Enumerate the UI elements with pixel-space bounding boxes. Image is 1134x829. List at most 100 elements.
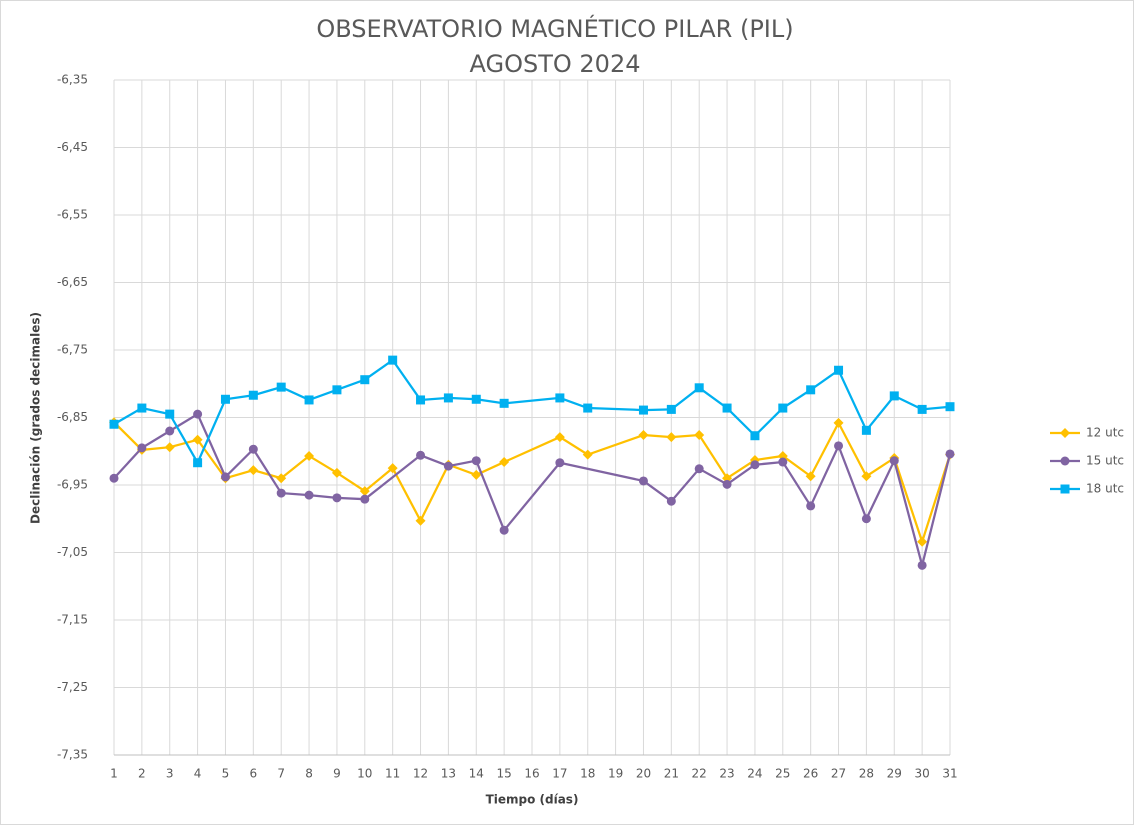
point xyxy=(304,395,314,405)
x-tick-label: 25 xyxy=(775,767,790,781)
point xyxy=(165,426,175,436)
point xyxy=(834,441,844,451)
y-tick-label: -7,15 xyxy=(57,613,88,627)
point xyxy=(360,494,370,504)
point xyxy=(834,365,844,375)
point xyxy=(555,393,565,403)
point xyxy=(694,464,704,474)
point xyxy=(387,463,398,474)
point xyxy=(360,375,370,385)
point xyxy=(193,458,203,468)
point xyxy=(499,398,509,408)
y-tick-label: -6,45 xyxy=(57,140,88,154)
point xyxy=(638,405,648,415)
x-tick-label: 12 xyxy=(413,767,428,781)
legend-label: 12 utc xyxy=(1086,426,1124,440)
point xyxy=(248,390,258,400)
point xyxy=(331,467,342,478)
legend-marker xyxy=(1060,428,1070,438)
point xyxy=(416,395,426,405)
point xyxy=(554,432,565,443)
point xyxy=(332,493,342,503)
point xyxy=(722,479,732,489)
point xyxy=(861,471,872,482)
legend-label: 15 utc xyxy=(1086,454,1124,468)
y-tick-label: -7,35 xyxy=(57,748,88,762)
point xyxy=(778,457,788,467)
point xyxy=(332,385,342,395)
point xyxy=(694,383,704,393)
x-tick-label: 11 xyxy=(385,767,400,781)
point xyxy=(276,488,286,498)
chart-title: OBSERVATORIO MAGNÉTICO PILAR (PIL) xyxy=(316,14,793,43)
point xyxy=(666,432,677,443)
point xyxy=(388,355,398,365)
point xyxy=(415,515,426,526)
x-tick-label: 22 xyxy=(692,767,707,781)
point xyxy=(833,417,844,428)
point xyxy=(359,486,370,497)
x-tick-label: 27 xyxy=(831,767,846,781)
point xyxy=(471,456,481,466)
point xyxy=(917,404,927,414)
point xyxy=(917,560,927,570)
point xyxy=(220,394,230,404)
x-tick-label: 1 xyxy=(110,767,118,781)
y-tick-label: -6,65 xyxy=(57,275,88,289)
x-axis-title: Tiempo (días) xyxy=(486,793,579,807)
point xyxy=(806,501,816,511)
x-tick-label: 18 xyxy=(580,767,595,781)
point xyxy=(889,456,899,466)
x-tick-label: 7 xyxy=(277,767,285,781)
x-tick-label: 23 xyxy=(719,767,734,781)
x-tick-label: 2 xyxy=(138,767,146,781)
y-tick-label: -7,25 xyxy=(57,680,88,694)
point xyxy=(694,430,705,441)
point xyxy=(805,471,816,482)
x-tick-label: 6 xyxy=(250,767,258,781)
x-tick-label: 3 xyxy=(166,767,174,781)
point xyxy=(499,525,509,535)
point xyxy=(555,458,565,468)
point xyxy=(109,473,119,483)
point xyxy=(416,450,426,460)
point xyxy=(137,443,147,453)
y-axis-title: Declinación (grados decimales) xyxy=(29,312,43,524)
x-tick-label: 5 xyxy=(222,767,230,781)
point xyxy=(638,476,648,486)
x-tick-label: 28 xyxy=(859,767,874,781)
x-tick-label: 14 xyxy=(469,767,484,781)
point xyxy=(193,409,203,419)
point xyxy=(220,472,230,482)
legend-marker xyxy=(1060,484,1070,494)
legend-label: 18 utc xyxy=(1086,482,1124,496)
point xyxy=(165,409,175,419)
point xyxy=(666,496,676,506)
point xyxy=(750,460,760,470)
point xyxy=(583,403,593,413)
point xyxy=(778,403,788,413)
x-tick-label: 19 xyxy=(608,767,623,781)
point xyxy=(722,403,732,413)
y-tick-label: -6,95 xyxy=(57,478,88,492)
point xyxy=(248,444,258,454)
y-tick-label: -6,75 xyxy=(57,343,88,357)
y-tick-label: -6,55 xyxy=(57,208,88,222)
point xyxy=(666,404,676,414)
point xyxy=(499,457,510,468)
point xyxy=(861,514,871,524)
point xyxy=(861,425,871,435)
x-tick-label: 20 xyxy=(636,767,651,781)
point xyxy=(109,419,119,429)
point xyxy=(582,449,593,460)
y-tick-label: -6,85 xyxy=(57,410,88,424)
x-tick-label: 30 xyxy=(914,767,929,781)
y-tick-label: -6,35 xyxy=(57,73,88,87)
x-tick-label: 21 xyxy=(664,767,679,781)
legend-marker xyxy=(1060,456,1070,466)
x-tick-label: 26 xyxy=(803,767,818,781)
x-tick-label: 31 xyxy=(942,767,957,781)
point xyxy=(945,449,955,459)
point xyxy=(304,490,314,500)
point xyxy=(471,394,481,404)
